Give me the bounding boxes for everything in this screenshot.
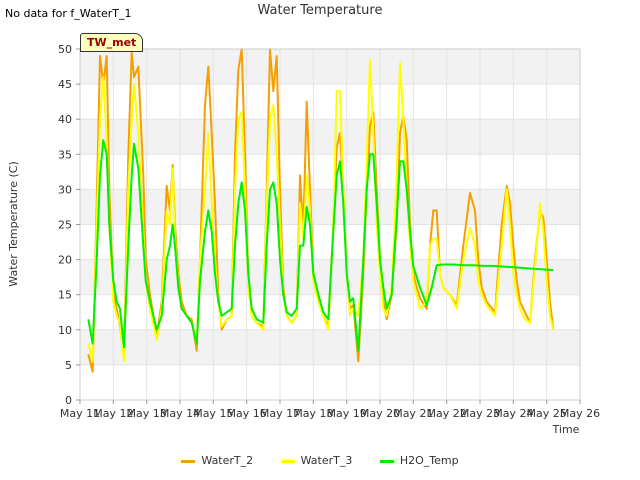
x-tick-label: May 25: [527, 407, 567, 420]
x-tick-label: May 15: [193, 407, 233, 420]
x-tick-label: May 13: [127, 407, 167, 420]
x-tick-label: May 12: [93, 407, 133, 420]
site-badge: TW_met: [80, 33, 144, 52]
plot-band: [80, 189, 580, 225]
y-tick-label: 35: [58, 148, 72, 161]
y-tick-label: 15: [58, 289, 72, 302]
x-tick-label: May 18: [293, 407, 333, 420]
x-axis-label: Time: [552, 423, 580, 436]
x-tick-label: May 21: [393, 407, 433, 420]
no-data-note: No data for f_WaterT_1: [5, 7, 132, 20]
plot-band: [80, 119, 580, 155]
legend-label-h2o-temp: H2O_Temp: [399, 454, 459, 467]
x-tick-label: May 19: [327, 407, 367, 420]
series-line-h2o-temp: [87, 139, 554, 352]
y-axis-label: Water Temperature (C): [7, 161, 20, 286]
y-tick-label: 40: [58, 113, 72, 126]
x-tick-label: May 26: [560, 407, 600, 420]
y-tick-label: 25: [58, 219, 72, 232]
chart-title: Water Temperature: [257, 3, 383, 18]
legend-item-h2o-temp: H2O_Temp: [379, 454, 459, 467]
legend-swatch-h2o-temp: [379, 459, 394, 463]
x-tick-label: May 16: [227, 407, 267, 420]
x-tick-label: May 14: [160, 407, 200, 420]
x-tick-label: May 20: [360, 407, 400, 420]
x-tick-label: May 24: [493, 407, 533, 420]
legend-swatch-watert3: [280, 459, 295, 463]
plot-band: [80, 49, 580, 85]
y-tick-label: 30: [58, 183, 72, 196]
y-tick-label: 5: [65, 359, 72, 372]
x-tick-label: May 23: [460, 407, 500, 420]
x-tick-label: May 22: [427, 407, 467, 420]
legend-item-watert2: WaterT_2: [181, 454, 253, 467]
legend-swatch-watert2: [181, 459, 196, 463]
series-line-watert3: [87, 58, 555, 363]
legend-item-watert3: WaterT_3: [280, 454, 353, 467]
y-tick-label: 0: [65, 394, 72, 407]
y-tick-label: 45: [58, 78, 72, 91]
x-tick-label: May 11: [60, 407, 100, 420]
legend-label-watert3: WaterT_3: [300, 454, 353, 467]
plot-band: [80, 329, 580, 365]
x-tick-label: May 17: [260, 407, 300, 420]
y-tick-label: 10: [58, 324, 72, 337]
legend: WaterT_2 WaterT_3 H2O_Temp: [0, 454, 640, 467]
y-tick-label: 50: [58, 43, 72, 56]
legend-label-watert2: WaterT_2: [201, 454, 254, 467]
y-tick-label: 20: [58, 254, 72, 267]
